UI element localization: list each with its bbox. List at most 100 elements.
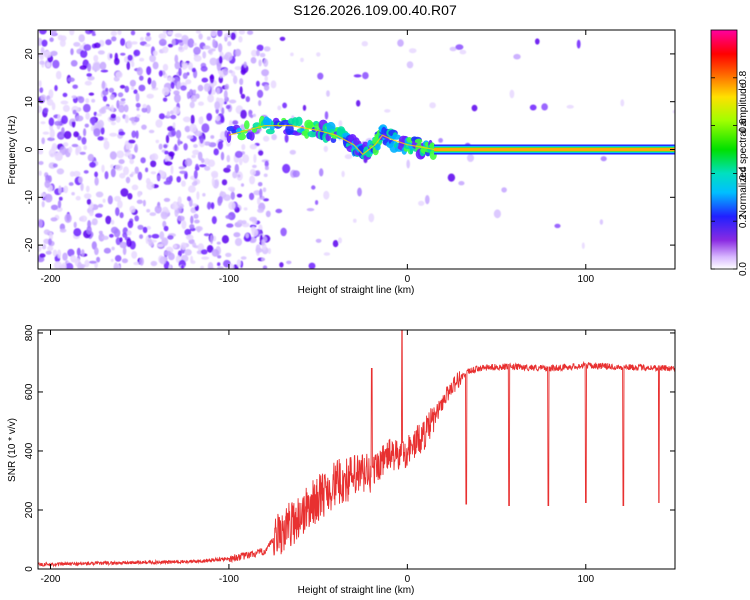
spectrogram-noise-blob (193, 169, 198, 179)
spectrogram-noise-blob (184, 125, 191, 133)
colorbar-gradient (710, 29, 738, 270)
spectrogram-noise-blob (185, 79, 192, 85)
spectrogram-noise-blob (131, 61, 135, 68)
spectrogram-noise-blob (242, 154, 250, 164)
spectrogram-tone-blob (414, 138, 423, 144)
spectrogram-noise-blob (203, 233, 210, 237)
spectrogram-noise-blob (308, 262, 316, 269)
spectrogram-noise-blob (131, 130, 137, 138)
spectrogram-noise-blob (234, 150, 243, 159)
spectrogram-noise-blob (56, 168, 65, 175)
spectrogram-noise-blob (86, 225, 92, 235)
spectrogram-noise-blob (262, 187, 267, 193)
spectrogram-noise-blob (110, 113, 117, 119)
snr-y-tick-label: 0 (24, 566, 35, 572)
spectrogram-y-tick-label: -20 (24, 237, 35, 252)
spectrogram-noise-blob (40, 47, 45, 55)
spectrogram-noise-blob (70, 60, 78, 67)
spectrogram-noise-blob (197, 84, 204, 92)
spectrogram-noise-blob (224, 51, 233, 62)
spectrogram-noise-blob (243, 207, 248, 211)
spectrogram-noise-blob (162, 63, 169, 71)
spectrogram-noise-blob (103, 247, 111, 254)
spectrogram-noise-blob (458, 181, 465, 186)
spectrogram-noise-blob (147, 77, 152, 85)
spectrogram-noise-blob (200, 158, 205, 164)
spectrogram-noise-blob (175, 39, 183, 43)
spectrogram-noise-blob (236, 193, 243, 198)
spectrogram-noise-blob (171, 129, 176, 137)
spectrogram-noise-blob (228, 69, 233, 74)
spectrogram-noise-blob (467, 154, 474, 162)
chart-title: S126.2026.109.00.40.R07 (293, 2, 457, 18)
spectrogram-noise-blob (61, 115, 68, 125)
spectrogram-noise-blob (124, 114, 129, 124)
spectrogram-noise-blob (224, 83, 230, 90)
spectrogram-noise-blob (64, 213, 72, 223)
spectrogram-noise-blob (81, 249, 85, 257)
spectrogram-noise-blob (332, 240, 339, 248)
spectrogram-noise-blob (277, 105, 282, 111)
spectrogram-noise-blob (221, 235, 229, 244)
spectrogram-noise-blob (289, 149, 296, 155)
spectrogram-noise-blob (94, 171, 98, 178)
spectrogram-noise-blob (599, 219, 604, 225)
spectrogram-noise-blob (54, 85, 58, 92)
spectrogram-noise-blob (41, 137, 45, 145)
spectrogram-noise-blob (155, 119, 163, 128)
spectrogram-noise-blob (126, 40, 133, 49)
spectrogram-noise-blob (75, 145, 82, 154)
spectrogram-noise-blob (44, 193, 53, 203)
spectrogram-noise-blob (174, 33, 183, 38)
snr-x-label: Height of straight line (km) (298, 585, 415, 596)
spectrogram-noise-blob (170, 165, 174, 175)
spectrogram-noise-blob (368, 213, 375, 223)
spectrogram-noise-blob (194, 130, 203, 137)
spectrogram-noise-blob (263, 173, 268, 178)
spectrogram-noise-blob (172, 201, 179, 211)
spectrogram-noise-blob (217, 196, 223, 204)
spectrogram-tone-blob (374, 143, 381, 151)
spectrogram-noise-blob (114, 57, 120, 66)
spectrogram-noise-blob (136, 67, 143, 76)
spectrogram-noise-blob (262, 265, 268, 269)
spectrogram-noise-blob (129, 205, 136, 213)
spectrogram-noise-blob (86, 73, 92, 77)
spectrogram-noise-blob (216, 241, 221, 245)
spectrogram-noise-blob (48, 117, 55, 127)
spectrogram-noise-blob (131, 251, 138, 259)
spectrogram-noise-blob (115, 116, 121, 123)
spectrogram-noise-blob (108, 87, 115, 93)
spectrogram-noise-blob (406, 61, 414, 69)
spectrogram-noise-blob (245, 96, 250, 103)
spectrogram-noise-blob (157, 243, 164, 248)
spectrogram-noise-blob (253, 154, 257, 163)
spectrogram-noise-blob (249, 216, 257, 222)
spectrogram-noise-blob (167, 235, 174, 240)
spectrogram-noise-blob (199, 164, 207, 168)
spectrogram-noise-blob (256, 44, 264, 51)
spectrogram-noise-blob (184, 228, 192, 236)
spectrogram-noise-blob (204, 166, 211, 171)
spectrogram-noise-blob (51, 143, 58, 150)
spectrogram-noise-blob (41, 39, 48, 47)
spectrogram-noise-blob (85, 185, 90, 193)
spectrogram-noise-blob (79, 264, 86, 268)
snr-x-ticks: -200 -100 0 100 (40, 330, 595, 585)
spectrogram-noise-blob (166, 77, 175, 82)
spectrogram-noise-blob (119, 212, 124, 219)
spectrogram-noise-blob (73, 228, 82, 237)
spectrogram-noise-blob (126, 230, 132, 236)
spectrogram-tone-blob (307, 130, 318, 138)
spectrogram-noise-blob (100, 127, 105, 135)
spectrogram-noise-blob (255, 244, 261, 254)
spectrogram-noise-blob (163, 225, 169, 232)
spectrogram-y-tick-label: 10 (24, 96, 35, 108)
spectrogram-noise-blob (362, 72, 369, 80)
spectrogram-noise-blob (247, 30, 254, 35)
spectrogram-noise-blob (104, 171, 109, 180)
spectrogram-noise-blob (324, 111, 329, 120)
spectrogram-noise-blob (86, 198, 92, 205)
spectrogram-noise-blob (125, 176, 131, 184)
spectrogram-noise-blob (109, 233, 114, 238)
